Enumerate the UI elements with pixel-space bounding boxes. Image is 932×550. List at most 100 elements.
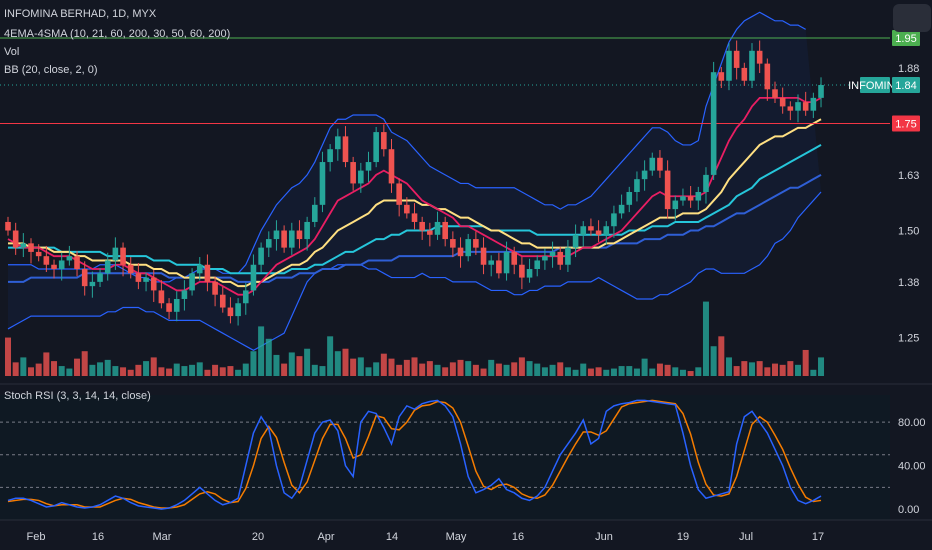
volume-bar xyxy=(549,364,556,376)
ema-sma-legend[interactable]: 4EMA-4SMA (10, 21, 60, 200, 30, 50, 60, … xyxy=(4,28,231,40)
candle-body xyxy=(150,277,157,291)
last-price-label-box xyxy=(892,77,920,94)
candle-body xyxy=(580,226,587,235)
volume-bar xyxy=(733,366,740,376)
candle-body xyxy=(641,170,648,180)
candle-body xyxy=(680,196,686,201)
price-tick-label: 1.50 xyxy=(898,226,919,238)
volume-bar xyxy=(664,364,671,376)
candle-body xyxy=(687,196,694,201)
ema60-line xyxy=(8,144,822,275)
volume-bar xyxy=(434,364,441,376)
volume-bar xyxy=(235,369,242,376)
volume-bar xyxy=(457,359,464,376)
volume-bar xyxy=(219,367,226,376)
bb-legend[interactable]: BB (20, close, 2, 0) xyxy=(4,64,98,76)
candle-body xyxy=(818,85,824,98)
candle-body xyxy=(703,174,709,192)
volume-bar xyxy=(488,359,495,376)
volume-bar xyxy=(58,366,65,376)
vol-legend[interactable]: Vol xyxy=(4,46,20,58)
candle-body xyxy=(219,294,226,308)
volume-bars xyxy=(5,301,825,376)
volume-bar xyxy=(779,364,786,376)
volume-bar xyxy=(5,337,11,376)
price-axis[interactable]: 1.88 1.63 1.50 1.38 1.25 80.00 40.00 0.00 xyxy=(898,63,926,516)
time-axis[interactable]: Feb 16 Mar 20 Apr 14 May 16 Jun 19 Jul 17 xyxy=(27,531,825,543)
volume-bar xyxy=(319,366,326,376)
volume-bar xyxy=(311,364,318,376)
volume-bar xyxy=(51,361,58,376)
volume-bar xyxy=(449,362,456,376)
volume-bar xyxy=(419,363,426,376)
volume-bar xyxy=(357,357,364,376)
bb-fill xyxy=(8,12,822,351)
chart-title[interactable]: INFOMINA BERHAD, 1D, MYX xyxy=(4,8,157,20)
candle-body xyxy=(358,170,364,184)
volume-bar xyxy=(564,367,571,376)
candle-body xyxy=(810,97,817,111)
volume-bar xyxy=(273,354,280,376)
candle-body xyxy=(304,221,310,240)
candle-body xyxy=(695,192,702,201)
volume-bar xyxy=(557,362,564,376)
volume-bar xyxy=(687,371,694,376)
candle-body xyxy=(12,230,19,248)
time-tick-label: Jul xyxy=(739,531,753,543)
volume-bar xyxy=(28,367,35,376)
time-tick-label: 17 xyxy=(812,531,824,543)
horizontal-lines[interactable] xyxy=(0,37,890,125)
time-tick-label: 20 xyxy=(252,531,264,543)
volume-bar xyxy=(787,361,794,376)
time-tick-label: Feb xyxy=(27,531,46,543)
volume-bar xyxy=(656,363,663,376)
volume-bar xyxy=(43,352,50,376)
candle-body xyxy=(120,247,126,265)
candle-body xyxy=(503,251,510,274)
volume-bar xyxy=(265,338,272,376)
candle-body xyxy=(480,247,487,265)
volume-bar xyxy=(281,363,288,376)
volume-bar xyxy=(772,363,778,376)
maximize-button[interactable] xyxy=(893,4,931,32)
candle-body xyxy=(595,230,602,235)
candle-body xyxy=(756,50,763,64)
candle-body xyxy=(634,179,640,192)
ticker-label-text: INFOMINA xyxy=(848,80,902,92)
candle-body xyxy=(227,307,234,317)
candle-body xyxy=(212,281,218,295)
candle-body xyxy=(764,63,771,90)
price-tick-label: 1.25 xyxy=(898,332,919,344)
volume-bar xyxy=(104,359,111,376)
candle-body xyxy=(181,290,188,299)
time-tick-label: Jun xyxy=(595,531,613,543)
candle-body xyxy=(396,183,402,205)
time-tick-label: Apr xyxy=(317,531,334,543)
volume-bar xyxy=(296,356,303,376)
candle-body xyxy=(89,281,96,287)
candle-body xyxy=(519,264,525,278)
candle-body xyxy=(802,102,809,111)
time-tick-label: 16 xyxy=(512,531,524,543)
volume-bar xyxy=(143,361,150,376)
volume-bar xyxy=(541,367,548,376)
support-label-text: 1.75 xyxy=(895,119,916,131)
candle-body xyxy=(427,230,433,235)
stoch-rsi-legend[interactable]: Stoch RSI (3, 3, 14, 14, close) xyxy=(4,390,151,402)
candle-body xyxy=(66,256,73,261)
candle-body xyxy=(235,303,241,317)
candle-body xyxy=(565,247,571,265)
candle-body xyxy=(542,256,548,261)
volume-bar xyxy=(795,364,802,376)
candle-body xyxy=(51,264,57,270)
volume-bar xyxy=(649,368,656,376)
candlesticks xyxy=(5,40,824,326)
volume-bar xyxy=(756,361,763,376)
candle-body xyxy=(442,221,448,240)
candle-body xyxy=(404,204,410,214)
candle-body xyxy=(434,221,441,235)
stoch-k-line xyxy=(7,399,822,510)
volume-bar xyxy=(350,358,357,376)
candle-body xyxy=(603,226,610,235)
